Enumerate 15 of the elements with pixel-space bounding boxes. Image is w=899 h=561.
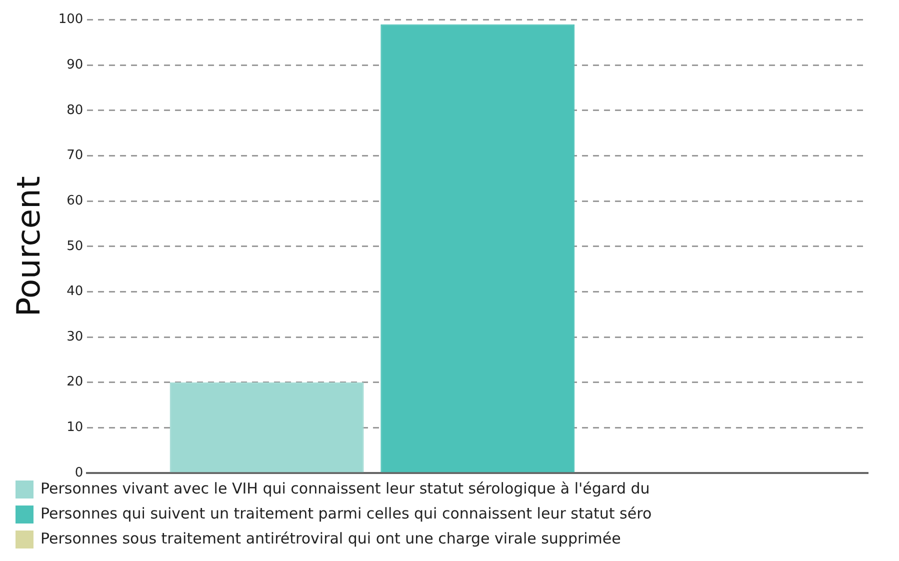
y-tick-label: 70: [66, 148, 84, 164]
y-tick-label: 20: [66, 374, 84, 390]
y-tick-label: 60: [66, 193, 84, 208]
y-tick-label: 30: [66, 329, 84, 344]
y-tick-label: 10: [66, 420, 84, 436]
y-tick-label: 90: [66, 57, 84, 72]
y-tick-label: 50: [66, 238, 84, 254]
y-axis-title: Pourcent: [10, 176, 48, 317]
legend-label: Personnes qui suivent un traitement parmi celles qui connaissent leur statut séro: [40, 504, 652, 522]
legend-label: Personnes vivant avec le VIH qui connaissent leur statut sérologique à l'égard du: [40, 479, 650, 498]
y-tick-label: 80: [66, 102, 84, 118]
y-tick-label: 40: [66, 284, 84, 300]
legend-label: Personnes sous traitement antirétroviral qui ont une charge virale supprimée: [40, 529, 621, 548]
y-tick-label: 100: [58, 12, 84, 28]
y-tick-label: 0: [74, 465, 84, 480]
